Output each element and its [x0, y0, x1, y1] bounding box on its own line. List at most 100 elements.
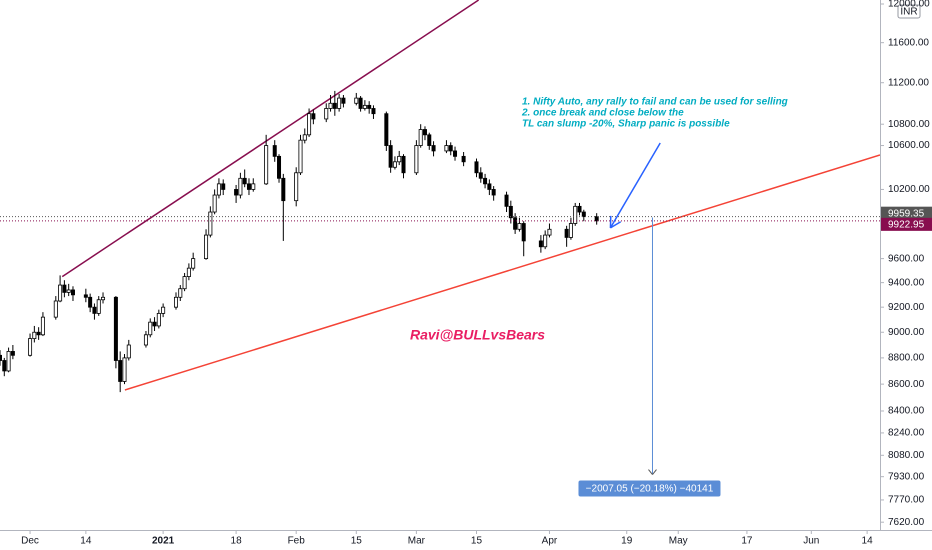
candle-body	[328, 102, 333, 109]
candle-body	[66, 289, 71, 293]
y-tick-label: 9000.00	[888, 327, 925, 338]
candle-body	[221, 183, 226, 190]
price-label-box	[881, 206, 932, 220]
candle-body	[388, 145, 393, 168]
candle-body	[594, 216, 599, 222]
trendline	[124, 154, 880, 391]
candle-body	[547, 228, 552, 236]
candle-body	[246, 183, 251, 190]
candle-body	[392, 161, 397, 168]
measure-label: −2007.05 (−20.18%) −40141	[586, 484, 714, 495]
x-tick-label: 15	[471, 536, 483, 547]
candle-body	[422, 129, 427, 136]
candle-body	[32, 331, 37, 340]
candle-body	[281, 177, 286, 202]
candle-body	[311, 113, 316, 120]
candle-body	[427, 134, 432, 146]
y-tick-label: 8240.00	[888, 428, 925, 439]
x-tick-label: 18	[231, 536, 243, 547]
y-tick-label: 9400.00	[888, 277, 925, 288]
candle-body	[40, 316, 45, 336]
candle-body	[272, 145, 277, 157]
candle-body	[384, 113, 389, 146]
candle-body	[216, 183, 221, 196]
candle-body	[53, 300, 58, 318]
x-tick-label: May	[669, 536, 688, 547]
y-tick-label: 11200.00	[888, 77, 929, 88]
candle-body	[573, 205, 578, 224]
annotation-line: 2. once break and close below the	[521, 108, 684, 119]
candle-body	[307, 113, 312, 136]
candle-body	[2, 360, 7, 372]
x-tick-label: Dec	[21, 536, 39, 547]
y-tick-label: 12000.00	[888, 0, 930, 10]
annotation-line: 1. Nifty Auto, any rally to fail and can…	[522, 97, 788, 108]
candle-body	[277, 155, 282, 179]
candle-body	[186, 267, 191, 277]
candle-body	[58, 284, 63, 302]
candle-body	[178, 288, 183, 298]
currency-box	[897, 4, 921, 19]
x-tick-label: 14	[80, 536, 92, 547]
candle-body	[418, 129, 423, 146]
candle-body	[487, 183, 492, 190]
y-tick-label: 11600.00	[888, 37, 929, 48]
candle-body	[122, 357, 127, 382]
candle-body	[474, 161, 479, 174]
candle-body	[36, 331, 41, 336]
candle-body	[354, 97, 359, 104]
y-tick-label: 8400.00	[888, 406, 925, 417]
candle-body	[242, 177, 247, 185]
candle-body	[453, 150, 458, 157]
candle-body	[483, 177, 488, 185]
candle-body	[212, 194, 217, 213]
candle-body	[62, 284, 67, 293]
candle-body	[521, 223, 526, 242]
y-tick-label: 10600.00	[888, 140, 930, 151]
y-tick-label: 9200.00	[888, 302, 925, 313]
candle-body	[341, 97, 346, 104]
y-tick-label: 10800.00	[888, 119, 930, 130]
candle-body	[337, 97, 342, 109]
candle-body	[251, 183, 256, 190]
x-tick-label: Jun	[803, 536, 819, 547]
candle-body	[581, 211, 586, 218]
candle-body	[143, 334, 148, 346]
candle-body	[182, 276, 187, 290]
x-tick-label: Feb	[288, 536, 306, 547]
candle-body	[113, 296, 118, 361]
measure-box	[578, 480, 721, 497]
measure-head	[648, 469, 653, 475]
y-tick-label: 9600.00	[888, 253, 925, 264]
candle-body	[148, 321, 153, 336]
arrow-head	[610, 221, 622, 229]
candle-body	[302, 134, 307, 141]
candle-body	[444, 145, 449, 152]
y-tick-label: 7770.00	[888, 495, 925, 506]
candle-body	[568, 223, 573, 238]
x-tick-label: 2021	[152, 536, 175, 547]
candle-body	[491, 189, 496, 196]
measure-head	[652, 469, 657, 475]
candle-body	[0, 354, 3, 361]
candle-body	[397, 155, 402, 163]
y-tick-label: 7930.00	[888, 471, 925, 482]
candle-body	[208, 211, 213, 236]
candle-body	[504, 194, 509, 207]
candle-body	[367, 104, 372, 109]
candle-body	[577, 205, 582, 213]
arrow	[609, 142, 661, 229]
candle-body	[28, 338, 33, 356]
candle-body	[294, 172, 299, 202]
candle-body	[508, 205, 513, 219]
x-tick-label: 15	[351, 536, 363, 547]
candle-body	[461, 155, 466, 163]
y-tick-label: 8080.00	[888, 450, 925, 461]
candle-body	[152, 321, 157, 327]
price-label-box	[881, 217, 932, 231]
candle-body	[401, 155, 406, 174]
candle-body	[173, 296, 178, 308]
candle-body	[10, 351, 15, 356]
